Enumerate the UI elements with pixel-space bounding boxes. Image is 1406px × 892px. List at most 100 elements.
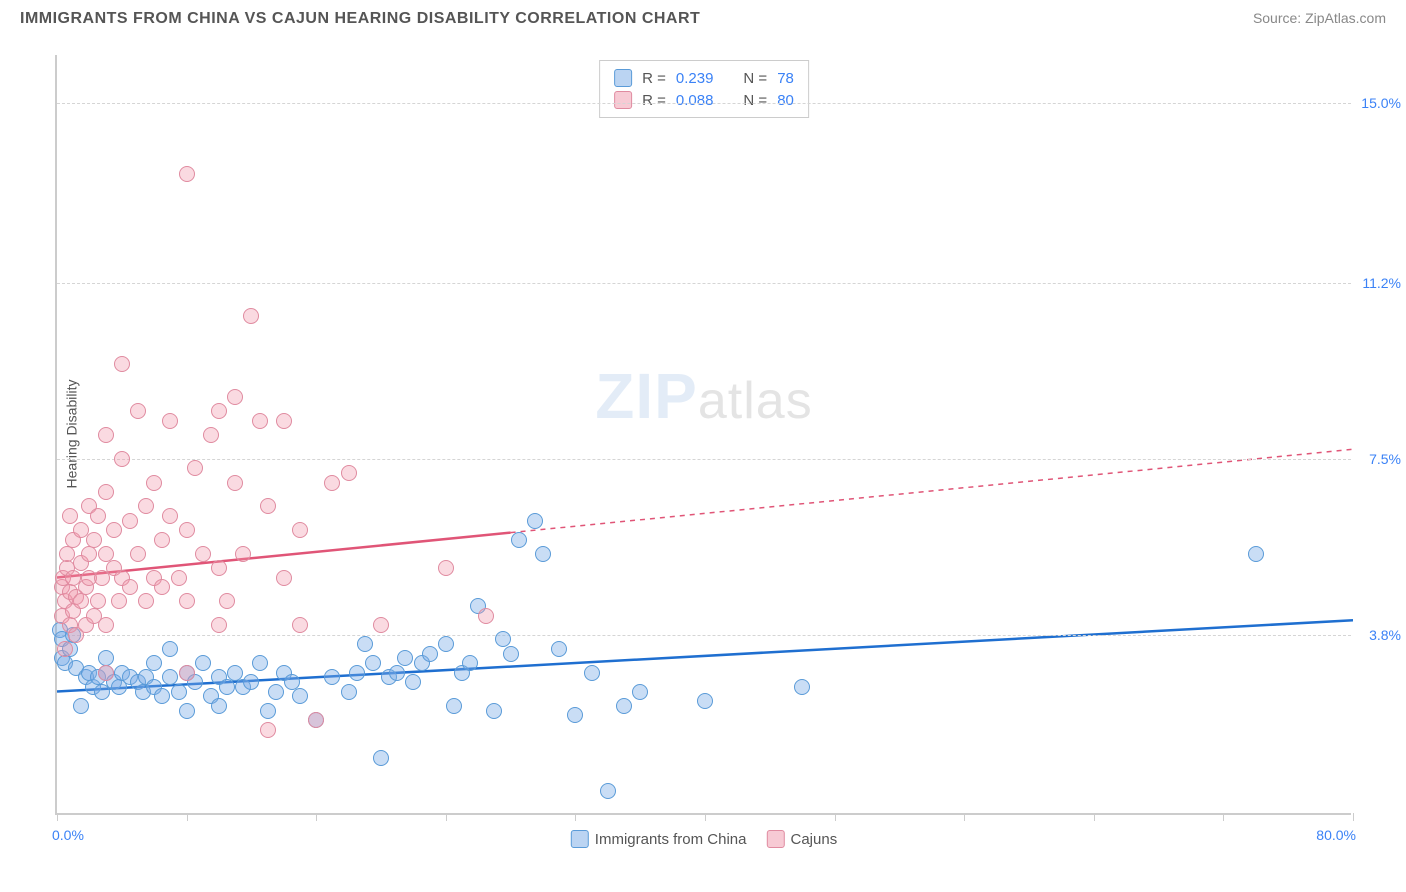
data-point <box>292 617 308 633</box>
x-tick <box>575 813 576 821</box>
y-axis-title: Hearing Disability <box>63 380 79 489</box>
data-point <box>90 508 106 524</box>
data-point <box>373 617 389 633</box>
data-point <box>211 698 227 714</box>
data-point <box>462 655 478 671</box>
stat-legend: R = 0.239 N = 78 R = 0.088 N = 80 <box>599 60 809 118</box>
gridline <box>57 635 1351 636</box>
data-point <box>162 508 178 524</box>
data-point <box>632 684 648 700</box>
x-tick <box>57 813 58 821</box>
data-point <box>211 403 227 419</box>
data-point <box>1248 546 1264 562</box>
x-tick <box>316 813 317 821</box>
stat-r-label-0: R = <box>642 70 666 87</box>
stat-n-value-0: 78 <box>777 70 794 87</box>
stat-r-value-1: 0.088 <box>676 92 714 109</box>
data-point <box>446 698 462 714</box>
data-point <box>478 608 494 624</box>
data-point <box>260 703 276 719</box>
data-point <box>154 532 170 548</box>
data-point <box>324 669 340 685</box>
data-point <box>62 508 78 524</box>
data-point <box>211 560 227 576</box>
data-point <box>195 655 211 671</box>
data-point <box>227 475 243 491</box>
data-point <box>195 546 211 562</box>
data-point <box>98 665 114 681</box>
data-point <box>59 546 75 562</box>
x-tick <box>1223 813 1224 821</box>
source-name: ZipAtlas.com <box>1305 10 1386 26</box>
data-point <box>584 665 600 681</box>
data-point <box>527 513 543 529</box>
data-point <box>211 617 227 633</box>
data-point <box>567 707 583 723</box>
data-point <box>260 498 276 514</box>
data-point <box>503 646 519 662</box>
data-point <box>219 593 235 609</box>
y-tick-label: 15.0% <box>1361 95 1401 111</box>
data-point <box>243 674 259 690</box>
watermark-zip: ZIP <box>595 359 698 433</box>
data-point <box>171 684 187 700</box>
data-point <box>292 688 308 704</box>
data-point <box>122 579 138 595</box>
stat-n-label-0: N = <box>743 70 767 87</box>
chart-container: ZIPatlas Hearing Disability 0.0% 80.0% R… <box>55 55 1351 815</box>
x-tick <box>446 813 447 821</box>
gridline <box>57 283 1351 284</box>
data-point <box>179 593 195 609</box>
data-point <box>154 579 170 595</box>
chart-title: IMMIGRANTS FROM CHINA VS CAJUN HEARING D… <box>20 10 700 28</box>
data-point <box>154 688 170 704</box>
data-point <box>81 546 97 562</box>
data-point <box>57 641 73 657</box>
stat-n-label-1: N = <box>743 92 767 109</box>
data-point <box>227 389 243 405</box>
y-tick-label: 3.8% <box>1369 627 1401 643</box>
data-point <box>341 465 357 481</box>
data-point <box>179 703 195 719</box>
data-point <box>243 308 259 324</box>
data-point <box>324 475 340 491</box>
data-point <box>438 636 454 652</box>
data-point <box>308 712 324 728</box>
data-point <box>179 166 195 182</box>
x-tick <box>964 813 965 821</box>
watermark-atlas: atlas <box>698 371 813 431</box>
data-point <box>203 427 219 443</box>
series-swatch-1 <box>767 830 785 848</box>
data-point <box>146 475 162 491</box>
data-point <box>389 665 405 681</box>
data-point <box>146 655 162 671</box>
data-point <box>697 693 713 709</box>
data-point <box>73 698 89 714</box>
data-point <box>551 641 567 657</box>
y-tick-label: 11.2% <box>1362 275 1401 291</box>
stat-swatch-1 <box>614 91 632 109</box>
data-point <box>349 665 365 681</box>
data-point <box>373 750 389 766</box>
data-point <box>187 460 203 476</box>
data-point <box>179 522 195 538</box>
data-point <box>122 513 138 529</box>
watermark: ZIPatlas <box>595 359 812 433</box>
data-point <box>252 413 268 429</box>
data-point <box>511 532 527 548</box>
data-point <box>260 722 276 738</box>
data-point <box>341 684 357 700</box>
series-label-1: Cajuns <box>791 831 838 848</box>
data-point <box>162 413 178 429</box>
data-point <box>73 593 89 609</box>
stat-r-label-1: R = <box>642 92 666 109</box>
stat-n-value-1: 80 <box>777 92 794 109</box>
data-point <box>438 560 454 576</box>
data-point <box>138 593 154 609</box>
stat-row-0: R = 0.239 N = 78 <box>614 67 794 89</box>
data-point <box>616 698 632 714</box>
data-point <box>405 674 421 690</box>
data-point <box>422 646 438 662</box>
data-point <box>357 636 373 652</box>
chart-source: Source: ZipAtlas.com <box>1253 10 1386 28</box>
